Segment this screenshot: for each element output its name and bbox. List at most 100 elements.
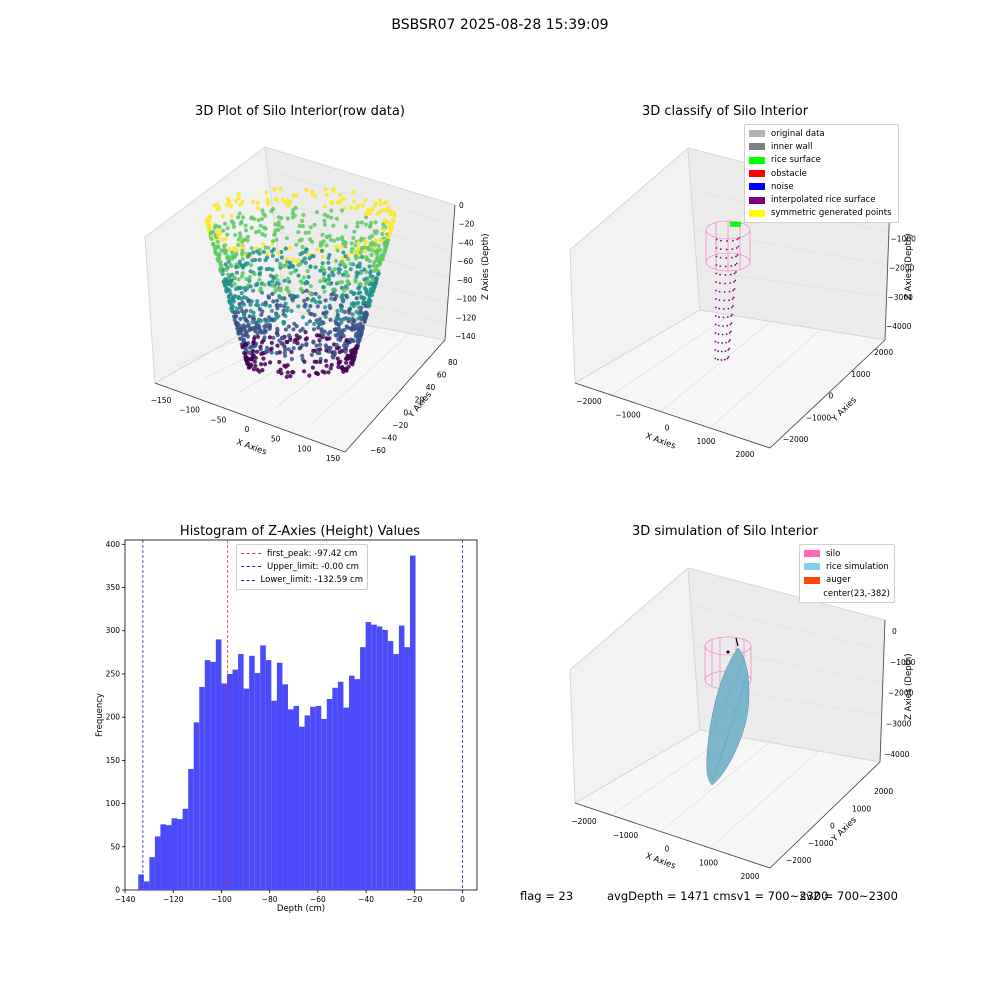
panel2-interpolated-point bbox=[730, 315, 732, 317]
panel1-point bbox=[291, 346, 296, 351]
panel2-interpolated-point bbox=[728, 299, 730, 301]
panel1-point bbox=[266, 200, 271, 205]
histogram-x-ticks: −140 −120 −100 −80 −60 −40 −20 0 bbox=[115, 890, 465, 904]
panel2-interpolated-point bbox=[729, 323, 732, 326]
panel1-point bbox=[290, 369, 295, 375]
panel1-point bbox=[233, 310, 238, 315]
panel1-point bbox=[353, 333, 358, 339]
panel1-point bbox=[323, 298, 328, 303]
panel1-point bbox=[243, 316, 248, 321]
panel1-point bbox=[364, 314, 369, 319]
panel1-point bbox=[340, 365, 345, 370]
panel1-point bbox=[322, 218, 327, 223]
panel1-point bbox=[309, 352, 314, 357]
panel1-z-tick: −120 bbox=[456, 313, 477, 322]
histogram-bar bbox=[332, 687, 338, 890]
panel4-z-tick: −4000 bbox=[884, 750, 910, 759]
panel2-interpolated-point bbox=[729, 339, 731, 341]
panel1-point bbox=[273, 187, 278, 192]
panel1-point bbox=[286, 276, 291, 281]
panel1-point bbox=[376, 271, 381, 276]
panel2-interpolated-point bbox=[720, 359, 723, 361]
panel1-point bbox=[247, 275, 253, 280]
histogram-y-tick: 100 bbox=[106, 799, 121, 808]
panel1-point bbox=[282, 344, 287, 349]
panel4-title: 3D simulation of Silo Interior bbox=[632, 524, 818, 539]
panel2-interpolated-point bbox=[719, 265, 722, 267]
panel1-point bbox=[210, 241, 216, 246]
panel1-point bbox=[373, 202, 378, 207]
panel2-interpolated-point bbox=[727, 356, 730, 358]
legend-line bbox=[241, 553, 261, 555]
panel1-point bbox=[328, 329, 333, 335]
panel1-point bbox=[243, 223, 248, 228]
panel2-rice-surface-point bbox=[736, 224, 739, 227]
panel1-point bbox=[388, 211, 393, 216]
panel1-point bbox=[327, 273, 332, 278]
panel1-point bbox=[358, 281, 363, 287]
panel2-interpolated-point bbox=[729, 330, 732, 333]
legend-label: noise bbox=[771, 181, 794, 192]
panel1-point bbox=[234, 314, 239, 319]
panel1-point bbox=[256, 317, 261, 322]
panel1-point bbox=[282, 363, 287, 368]
legend-item: original data bbox=[749, 127, 894, 140]
panel1-point bbox=[346, 319, 351, 324]
legend-item: rice simulation bbox=[804, 560, 890, 573]
panel1-point bbox=[283, 353, 288, 358]
panel1-point bbox=[319, 321, 324, 326]
panel1-point bbox=[332, 238, 337, 243]
panel2-interpolated-point bbox=[717, 324, 720, 327]
panel1-point bbox=[343, 254, 348, 259]
histogram-x-tick: −80 bbox=[262, 895, 278, 904]
panel1-point bbox=[289, 356, 294, 362]
panel2-interpolated-point bbox=[732, 305, 734, 307]
panel1-point bbox=[317, 333, 322, 338]
panel1-point bbox=[305, 269, 310, 274]
panel2-y-tick: 0 bbox=[829, 392, 834, 401]
panel1-title: 3D Plot of Silo Interior(row data) bbox=[195, 104, 405, 119]
panel1-point bbox=[247, 350, 252, 355]
panel1-point bbox=[329, 215, 334, 220]
histogram-bar bbox=[293, 705, 300, 890]
panel1-point bbox=[235, 323, 240, 328]
panel1-point bbox=[335, 236, 340, 242]
panel1-point bbox=[371, 263, 376, 268]
panel1-point bbox=[240, 239, 245, 244]
legend-label: first_peak: -97.42 cm bbox=[267, 548, 358, 559]
panel1-point bbox=[356, 291, 361, 296]
panel1-point bbox=[216, 233, 221, 238]
histogram-bar bbox=[193, 722, 200, 890]
panel2-interpolated-point bbox=[733, 272, 736, 275]
panel1-point bbox=[248, 284, 253, 289]
panel1-point bbox=[318, 279, 323, 284]
panel1-point bbox=[290, 296, 295, 301]
panel2-interpolated-point bbox=[719, 248, 722, 251]
panel1-point bbox=[297, 223, 302, 228]
panel1-point bbox=[368, 269, 373, 274]
panel2-interpolated-point bbox=[724, 282, 726, 285]
panel1-point bbox=[382, 241, 387, 246]
panel1-point bbox=[382, 200, 387, 205]
figure-title: BSBSR07 2025-08-28 15:39:09 bbox=[391, 17, 609, 33]
panel4-x-label: X Axies bbox=[644, 851, 677, 871]
panel1-point bbox=[349, 241, 354, 246]
legend-label: inner wall bbox=[771, 141, 813, 152]
panel1-point bbox=[229, 203, 234, 208]
panel1-point bbox=[302, 298, 307, 303]
legend-label: obstacle bbox=[771, 168, 807, 179]
panel1-point bbox=[227, 288, 232, 293]
histogram-reference-lines bbox=[142, 540, 463, 890]
panel1-point bbox=[288, 374, 293, 379]
panel2-interpolated-point bbox=[724, 358, 726, 361]
panel2-interpolated-point bbox=[731, 256, 733, 259]
panel1-point bbox=[271, 247, 277, 252]
panel1-point bbox=[286, 347, 291, 352]
panel1-point bbox=[348, 267, 353, 272]
panel2-rice-surface-point bbox=[736, 221, 739, 225]
panel1-point bbox=[231, 295, 236, 300]
histogram-bar bbox=[143, 881, 150, 890]
panel1-point bbox=[368, 274, 373, 279]
panel1-point bbox=[229, 264, 234, 269]
panel1-point bbox=[209, 236, 214, 241]
